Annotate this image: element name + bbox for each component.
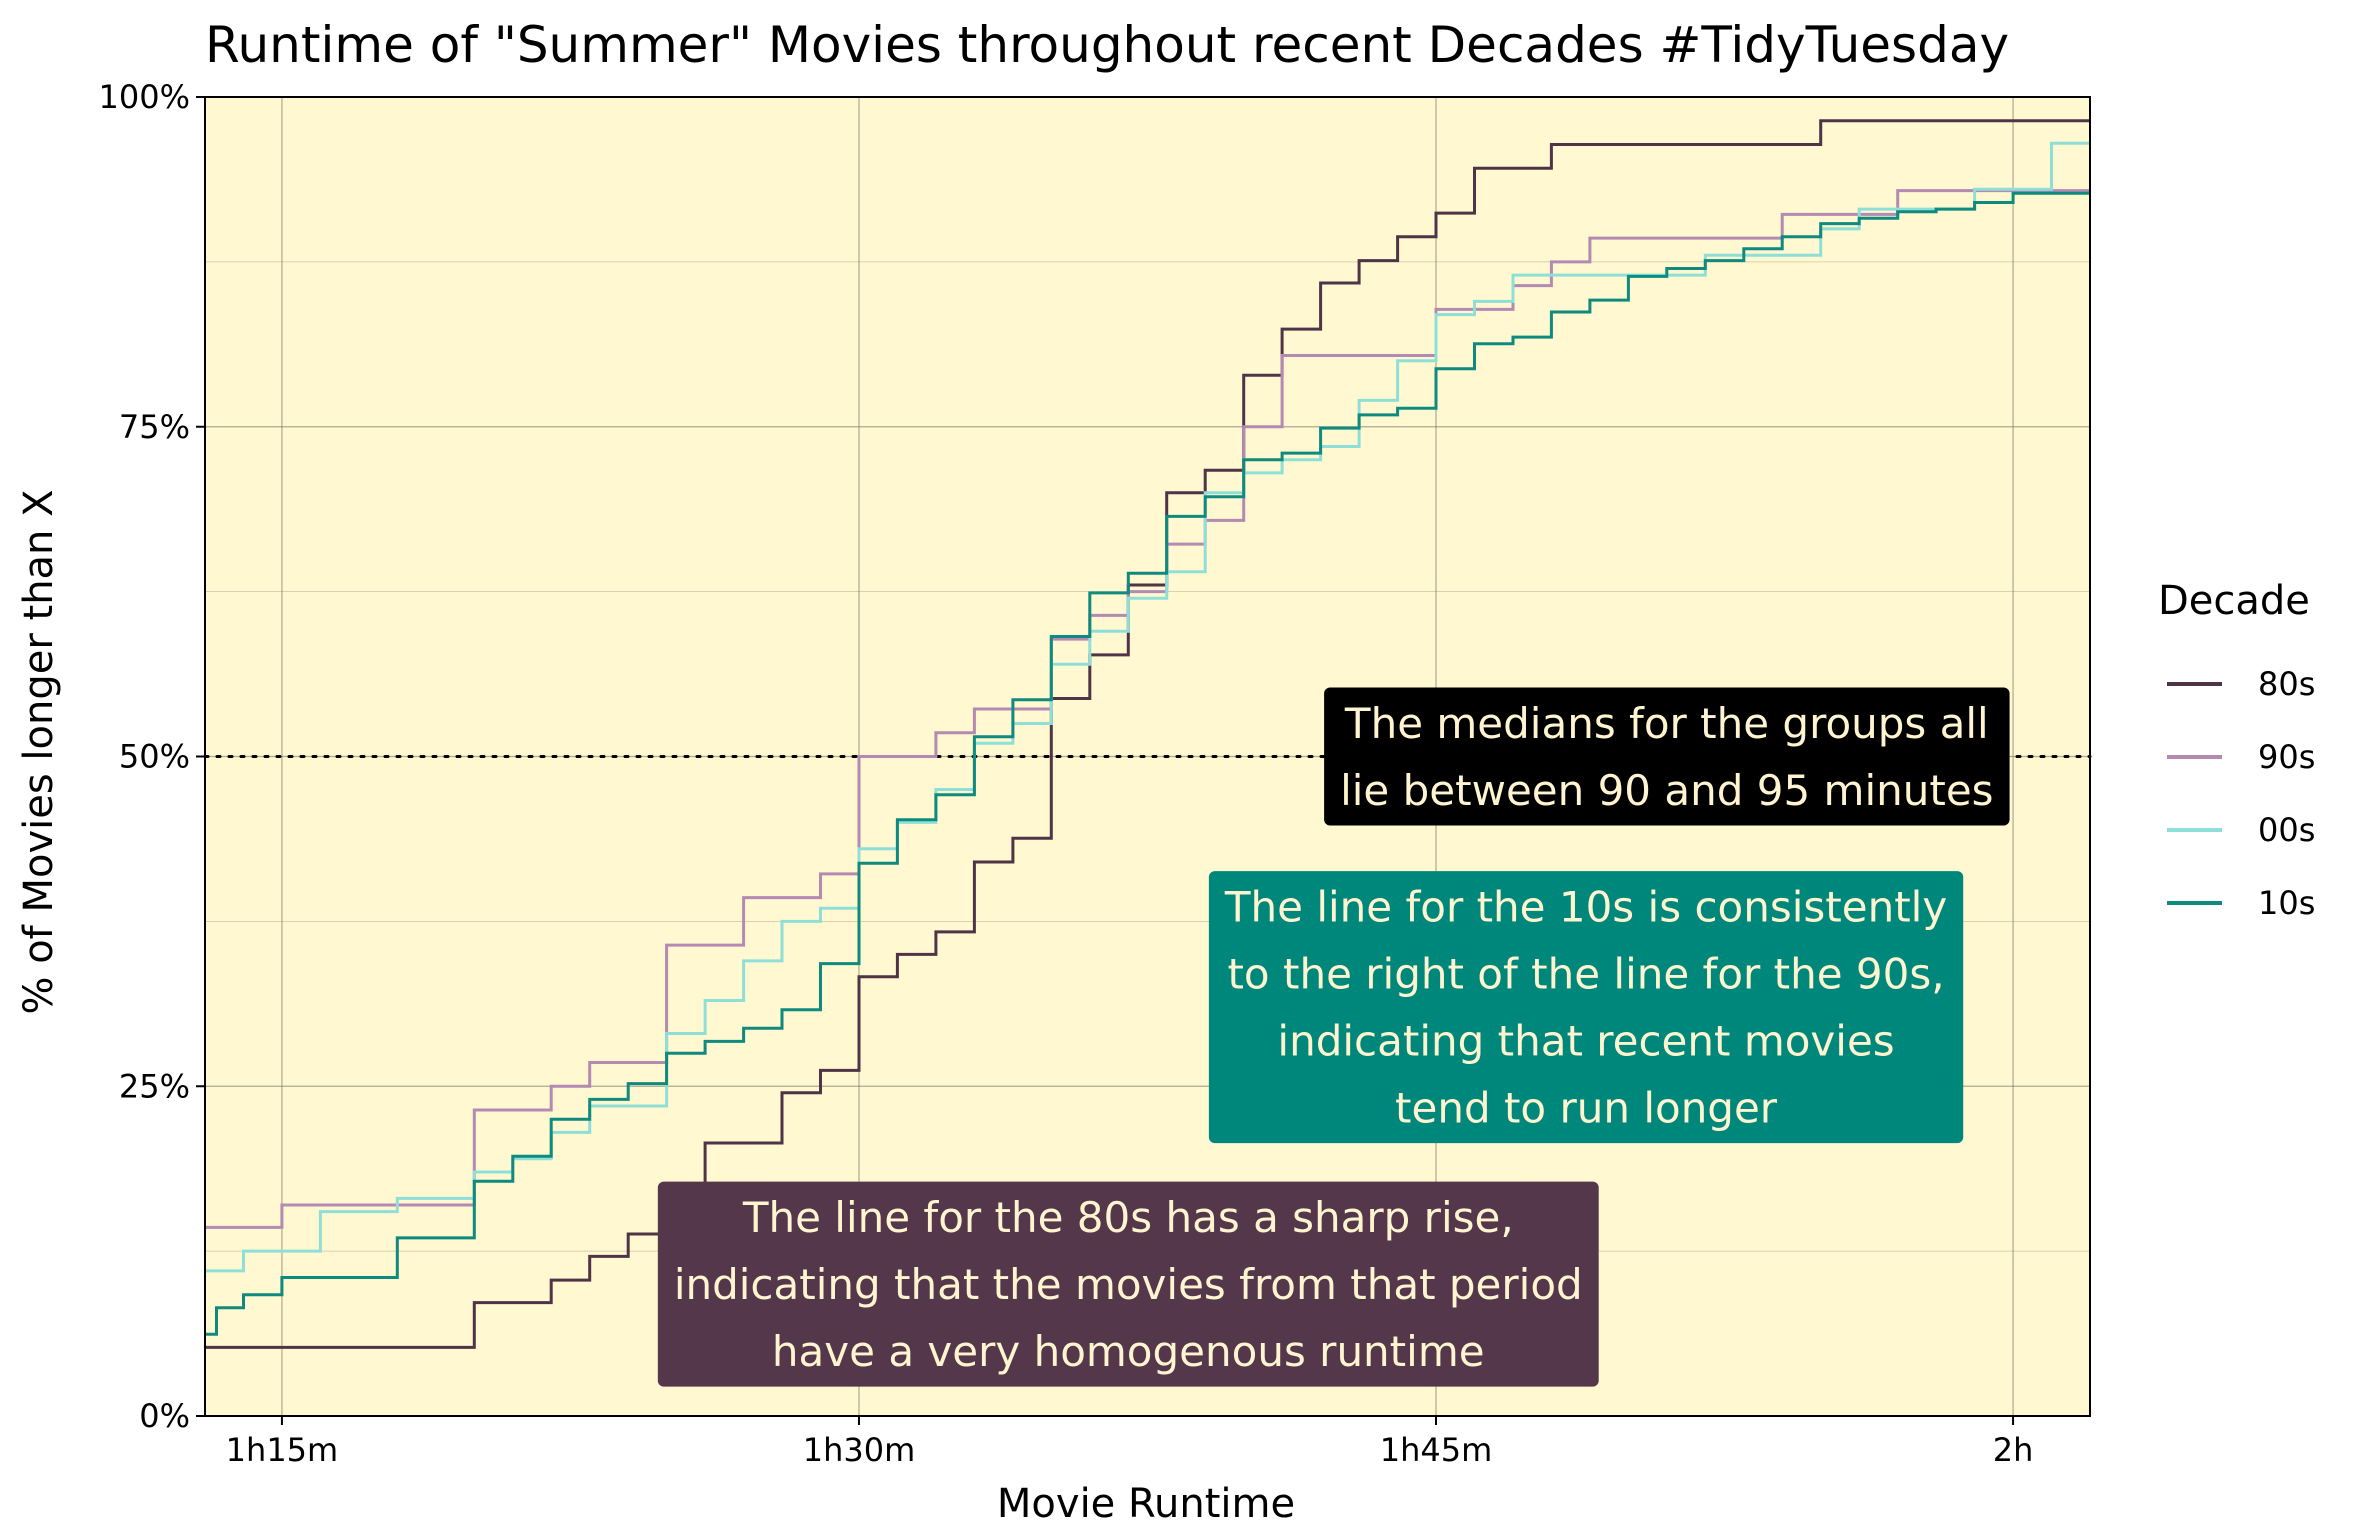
annotation-box [1208,871,1964,1144]
x-axis-title: Movie Runtime [997,1481,1295,1527]
y-tick-label: 25% [119,1067,190,1105]
annotation-line: lie between 90 and 95 minutes [1340,766,1993,815]
y-tick-label: 75% [119,408,190,446]
y-axis-title: % of Movies longer than X [16,489,62,1014]
annotation-box [1324,687,2010,826]
x-tick-label: 2h [1993,1431,2034,1469]
legend: Decade 80s 90s 00s 10s [2158,578,2315,922]
legend-label-10s: 10s [2258,884,2315,922]
series-line-10s [205,191,2090,1336]
chart-title: Runtime of "Summer" Movies throughout re… [205,16,2009,74]
annotation-line: tend to run longer [1395,1084,1778,1133]
axes: 1h15m 1h30m 1h45m 2h 0% 25% 50% 75% 100% [99,78,2034,1469]
legend-label-80s: 80s [2258,665,2315,703]
annotation-line: The medians for the groups all [1344,699,1989,748]
x-tick-label: 1h15m [226,1431,339,1469]
annotation-line: indicating that the movies from that per… [674,1260,1583,1309]
annotations: The medians for the groups all lie betwee… [657,687,2010,1387]
annotation-line: indicating that recent movies [1277,1017,1894,1066]
annotation-line: The line for the 10s is consistently [1224,883,1947,932]
annotation-line: have a very homogenous runtime [772,1327,1485,1376]
legend-label-90s: 90s [2258,738,2315,776]
legend-title: Decade [2158,578,2310,624]
annotation-box [657,1181,1599,1387]
x-tick-label: 1h45m [1380,1431,1493,1469]
y-tick-label: 0% [139,1397,190,1435]
legend-label-00s: 00s [2258,811,2315,849]
annotation-2: The line for the 10s is consistently to … [1208,871,1964,1144]
annotation-line: The line for the 80s has a sharp rise, [742,1193,1514,1242]
annotation-line: to the right of the line for the 90s, [1227,950,1944,999]
annotation-3: The line for the 80s has a sharp rise, in… [657,1181,1599,1387]
annotation-1: The medians for the groups all lie betwee… [1324,687,2010,826]
x-tick-label: 1h30m [803,1431,916,1469]
y-tick-label: 100% [99,78,190,116]
y-tick-label: 50% [119,738,190,776]
